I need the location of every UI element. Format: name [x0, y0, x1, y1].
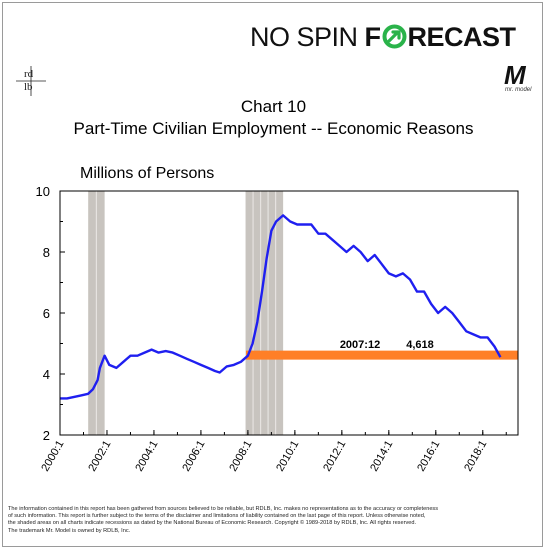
x-tick-label: 2010:1 [274, 439, 301, 474]
plot-area-border [59, 190, 519, 436]
recession-band [245, 191, 284, 435]
reference-value-label: 4,618 [406, 339, 434, 351]
rdlb-logo: rd lb [16, 66, 46, 96]
mr-model-logo: M mr. model [500, 60, 536, 96]
x-tick-label: 2006:1 [180, 439, 207, 474]
y-tick-label: 6 [43, 306, 50, 321]
rdlb-bottom-text: lb [24, 81, 33, 93]
mr-model-sub: mr. model [505, 87, 532, 93]
disclaimer-line-3: the shaded areas on all charts indicate … [8, 520, 417, 527]
mr-model-mark: M [504, 60, 526, 90]
x-tick-label: 2018:1 [462, 439, 489, 474]
chart-frame [2, 2, 543, 547]
reference-date-label: 2007:12 [340, 339, 380, 351]
y-tick-label: 4 [43, 367, 50, 382]
chart-subtitle: Part-Time Civilian Employment -- Economi… [73, 119, 474, 138]
x-tick-label: 2000:1 [39, 439, 66, 474]
x-tick-label: 2002:1 [86, 439, 113, 474]
y-tick-label: 10 [36, 184, 50, 199]
x-tick-label: 2014:1 [368, 439, 395, 474]
disclaimer-line-4: The trademark Mr. Model is owned by RDLB… [8, 527, 131, 534]
brand-logo: NO SPIN F RECAST [250, 22, 535, 56]
x-tick-label: 2008:1 [227, 439, 254, 474]
x-tick-label: 2012:1 [321, 439, 348, 474]
brand-rest-text: RECAST [407, 22, 517, 52]
x-tick-label: 2004:1 [133, 439, 160, 474]
y-tick-label: 8 [43, 245, 50, 260]
series-line [60, 214, 502, 400]
rdlb-top-text: rd [24, 68, 34, 80]
brand-lead-text: NO SPIN [250, 22, 365, 52]
y-tick-label: 2 [43, 428, 50, 443]
disclaimer-line-1: The information contained in this report… [8, 506, 439, 512]
x-tick-label: 2016:1 [415, 439, 442, 474]
chart-title-block: Chart 10 Part-Time Civilian Employment -… [0, 96, 547, 140]
green-arrow-icon [382, 24, 407, 49]
chart-title: Chart 10 [240, 97, 307, 116]
brand-f-text: F [364, 22, 382, 52]
disclaimer: The information contained in this report… [8, 506, 540, 535]
disclaimer-line-2: of such information. This report is furt… [8, 513, 426, 520]
y-axis-label: Millions of Persons [80, 165, 215, 182]
